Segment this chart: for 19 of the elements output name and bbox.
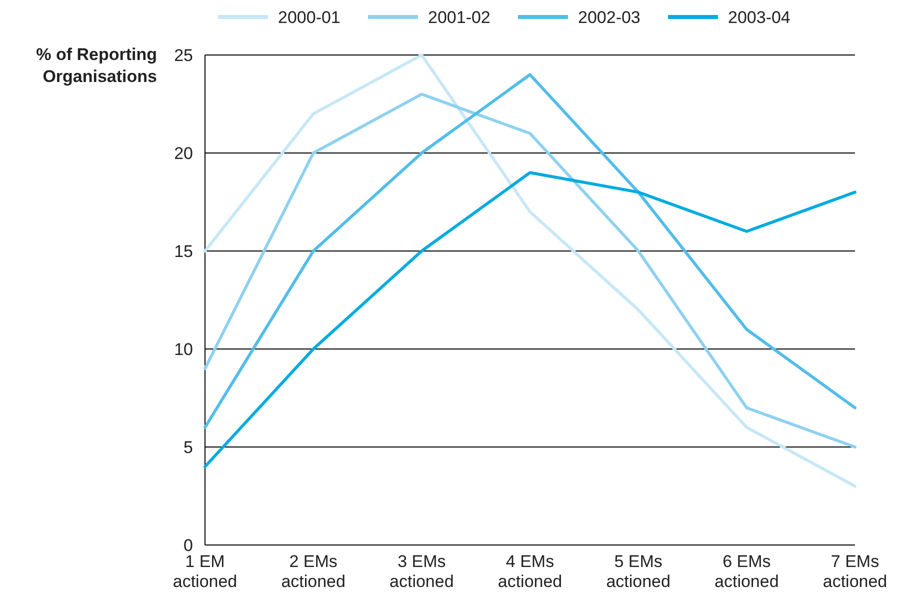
y-tick-label: 20 <box>174 144 193 163</box>
x-tick-label: 6 EMs actioned <box>714 552 779 591</box>
y-tick-label: 5 <box>184 438 193 457</box>
y-tick-label: 0 <box>184 536 193 555</box>
legend-label: 2000-01 <box>278 8 340 27</box>
x-tick-label: 7 EMs actioned <box>822 552 888 591</box>
x-tick-label: 4 EMs actioned <box>498 552 562 591</box>
legend-label: 2002-03 <box>578 8 640 27</box>
x-tick-label: 5 EMs actioned <box>606 552 670 591</box>
y-tick-label: 15 <box>174 242 193 261</box>
x-tick-label: 3 EMs actioned <box>390 552 454 591</box>
y-axis-title: % of Reporting Organisations <box>36 45 157 86</box>
y-tick-label: 25 <box>174 46 193 65</box>
legend-label: 2001-02 <box>428 8 490 27</box>
y-tick-label: 10 <box>174 340 193 359</box>
x-tick-label: 1 EM actioned <box>172 552 238 591</box>
legend-label: 2003-04 <box>728 8 790 27</box>
line-series <box>204 171 856 468</box>
x-tick-label: 2 EMs actioned <box>281 552 346 591</box>
